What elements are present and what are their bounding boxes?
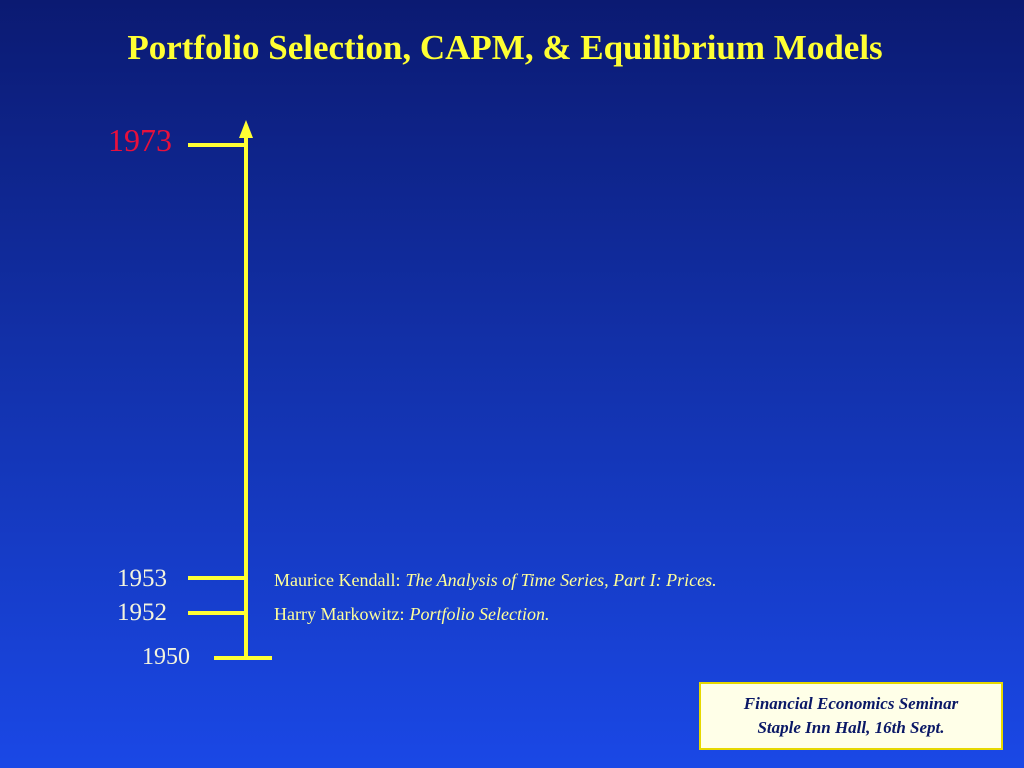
arrow-head xyxy=(239,120,253,138)
year-label: 1973 xyxy=(108,122,172,158)
year-label: 1950 xyxy=(142,644,190,670)
footer-line: Financial Economics Seminar xyxy=(743,694,959,713)
event-author: Maurice Kendall: xyxy=(274,570,401,590)
title: Portfolio Selection, CAPM, & Equilibrium… xyxy=(127,28,883,67)
footer-line: Staple Inn Hall, 16th Sept. xyxy=(757,718,945,737)
event-work: Portfolio Selection. xyxy=(409,604,550,624)
footer-box: Financial Economics Seminar Staple Inn H… xyxy=(699,682,1003,750)
event-author: Harry Markowitz: xyxy=(274,604,405,624)
event-work: The Analysis of Time Series, Part I: Pri… xyxy=(405,570,717,590)
event: Maurice Kendall: The Analysis of Time Ser… xyxy=(274,570,717,591)
year-label: 1953 xyxy=(117,565,167,592)
event: Harry Markowitz: Portfolio Selection. xyxy=(274,604,549,625)
year-label: 1952 xyxy=(117,599,167,626)
